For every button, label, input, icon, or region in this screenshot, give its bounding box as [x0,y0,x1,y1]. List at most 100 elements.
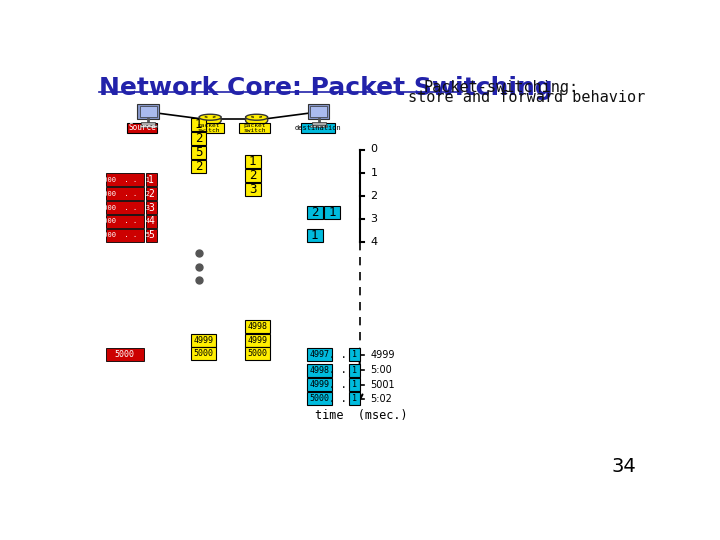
Bar [106,187,144,200]
Text: 1: 1 [352,366,357,375]
Text: 5: 5 [148,231,154,240]
Text: 2: 2 [311,206,318,219]
Bar [145,173,157,186]
Text: Packet-switching:: Packet-switching: [423,80,578,95]
Bar [307,363,332,377]
Text: 1: 1 [352,350,357,359]
Text: 5000  . .  2: 5000 . . 2 [99,191,150,197]
Bar [191,146,206,159]
Text: 1: 1 [249,155,256,168]
Bar [310,106,327,117]
Text: 0: 0 [371,145,377,154]
Bar [307,392,332,405]
Bar [349,378,360,392]
Bar [140,106,157,117]
Bar [349,348,360,361]
Bar [307,206,323,219]
Bar [349,363,360,377]
Ellipse shape [246,115,268,125]
Bar [307,104,330,119]
Text: 1: 1 [371,167,377,178]
Bar [349,392,360,405]
Text: packet
switch: packet switch [197,123,220,133]
Bar [307,378,332,392]
Text: 5000: 5000 [193,349,213,359]
Text: 5:00: 5:00 [371,366,392,375]
Text: 5000: 5000 [115,350,135,359]
Text: 3: 3 [148,202,154,213]
Text: 5000  . .  1: 5000 . . 1 [99,177,150,183]
Bar [191,132,206,145]
Bar [145,187,157,200]
Text: 2: 2 [249,169,256,182]
Text: 1: 1 [352,394,357,403]
Text: Source: Source [128,124,156,132]
Bar [191,118,206,131]
Bar [138,104,159,119]
Text: 2: 2 [148,189,154,199]
Bar [245,155,261,168]
Bar [307,229,323,242]
Bar [145,229,157,242]
Ellipse shape [246,114,268,120]
Bar [141,122,155,125]
Text: 5000  . .  4: 5000 . . 4 [99,219,150,225]
Text: 4999: 4999 [248,335,267,345]
Bar [245,169,261,182]
Bar [312,122,325,125]
Text: 4997: 4997 [310,350,329,359]
Text: 4: 4 [148,217,154,226]
Text: 5000: 5000 [310,394,329,403]
Text: 2: 2 [371,191,378,201]
Text: 34: 34 [611,457,636,476]
Text: destination: destination [294,125,341,131]
Text: 5000  . .  5: 5000 . . 5 [99,232,150,238]
Bar [310,125,327,127]
Text: time  (msec.): time (msec.) [315,409,408,422]
Bar [191,347,215,361]
Bar [245,347,270,361]
Bar [127,123,157,132]
Bar [106,229,144,242]
Text: 4: 4 [371,237,378,247]
Text: 1: 1 [311,229,318,242]
Text: 4999: 4999 [193,335,213,345]
Text: 4999: 4999 [371,350,395,360]
Text: 4998: 4998 [248,322,267,330]
Text: Network Core: Packet Switching: Network Core: Packet Switching [99,76,553,100]
Text: 5:02: 5:02 [371,394,392,404]
Bar [191,334,215,347]
Text: 5: 5 [194,146,202,159]
Text: packet
switch: packet switch [243,123,266,133]
Bar [324,206,340,219]
Bar [307,348,332,361]
Bar [239,123,270,132]
Text: 5001: 5001 [371,380,395,390]
Text: 5000  . .  3: 5000 . . 3 [99,205,150,211]
Bar [106,215,144,228]
Text: 4999: 4999 [310,380,329,389]
Text: . .: . . [329,394,347,403]
Bar [245,320,270,333]
Bar [191,159,206,173]
Text: store and forward behavior: store and forward behavior [408,90,645,105]
Bar [245,183,261,195]
Text: 2: 2 [194,159,202,173]
Bar [140,125,157,127]
Text: . .: . . [329,365,347,375]
Bar [193,123,224,132]
Bar [145,215,157,228]
Text: . .: . . [329,350,347,360]
Text: . .: . . [329,380,347,390]
Bar [301,123,335,132]
Ellipse shape [199,115,221,125]
Bar [106,348,144,361]
Bar [245,334,270,347]
Text: 1: 1 [148,175,154,185]
Text: 4998: 4998 [310,366,329,375]
Bar [145,201,157,214]
Text: 1: 1 [194,118,202,131]
Text: 1: 1 [328,206,336,219]
Bar [106,173,144,186]
Ellipse shape [199,114,221,120]
